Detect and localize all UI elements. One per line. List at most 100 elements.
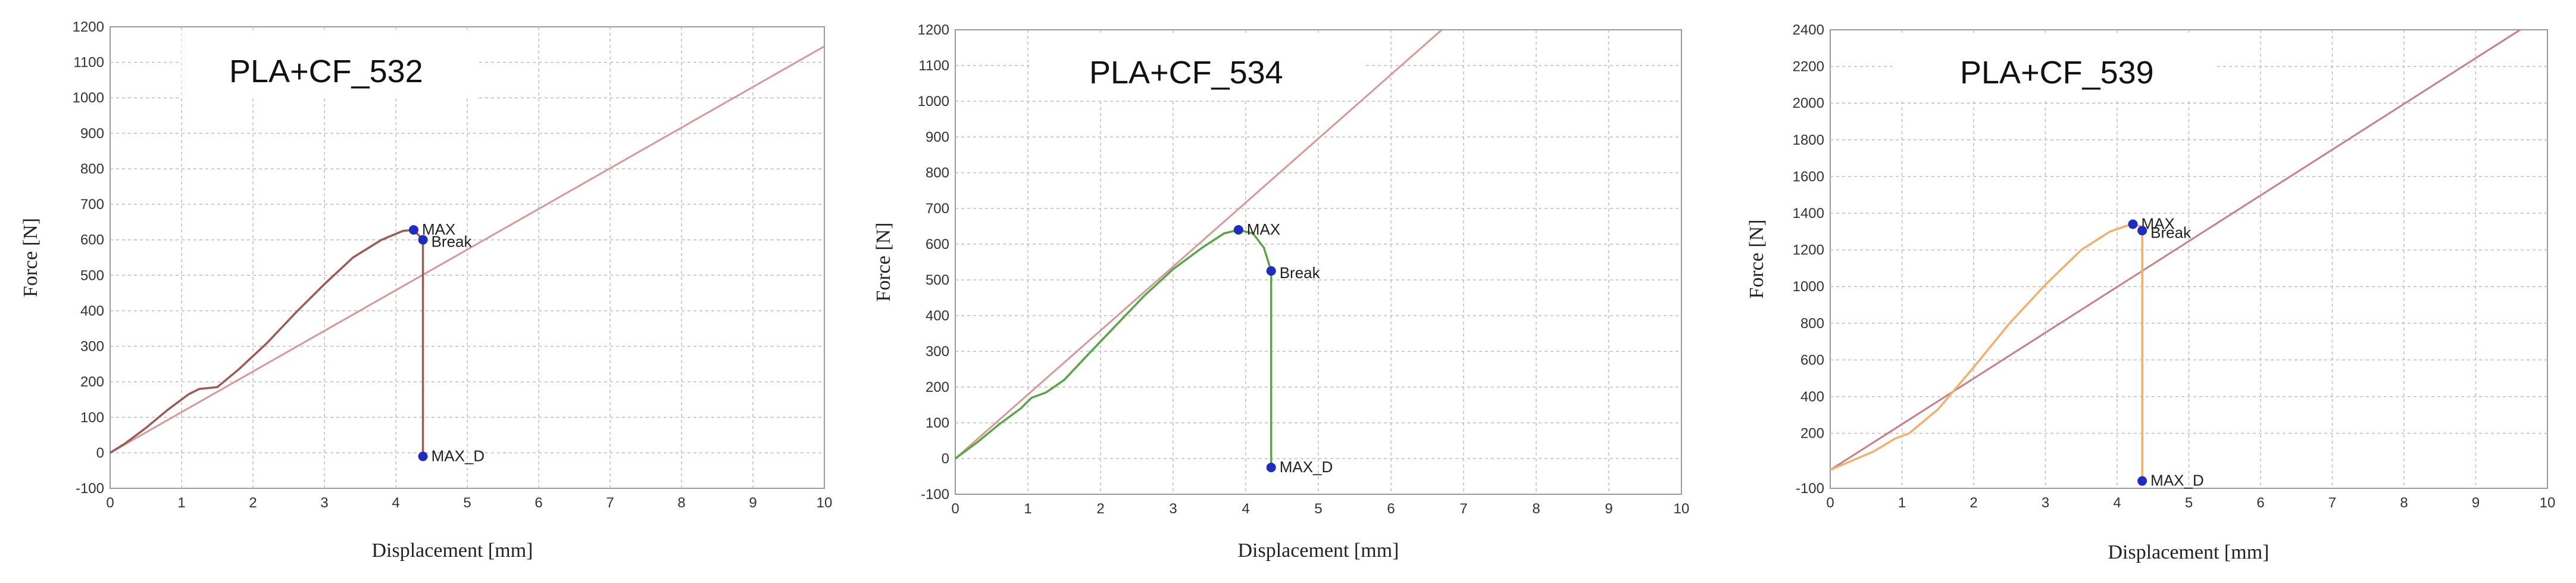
x-tick-label: 3 bbox=[1169, 501, 1177, 517]
y-tick-label: 0 bbox=[942, 451, 949, 467]
x-tick-label: 1 bbox=[177, 495, 185, 511]
y-tick-label: 1100 bbox=[918, 58, 949, 74]
x-tick-label: 10 bbox=[2540, 495, 2556, 511]
force-curve bbox=[954, 229, 1273, 467]
x-tick-label: 9 bbox=[1605, 501, 1612, 517]
marker-label: Break bbox=[2150, 223, 2192, 241]
x-tick-label: 8 bbox=[677, 495, 685, 511]
y-tick-label: 900 bbox=[926, 129, 949, 145]
y-tick-label: 300 bbox=[926, 344, 949, 360]
x-tick-label: 5 bbox=[2185, 495, 2193, 511]
marker-point-max bbox=[2128, 219, 2138, 229]
marker-point-max bbox=[409, 225, 418, 235]
chart-panel-534: 0 1 2 3 4 5 6 7 8 9 10-100010020030040050060070080… bbox=[873, 22, 1690, 562]
y-tick-label: 800 bbox=[80, 161, 104, 177]
y-tick-label: 2000 bbox=[1793, 95, 1824, 111]
x-tick-label: 3 bbox=[2042, 495, 2049, 511]
y-tick-label: 200 bbox=[1800, 426, 1824, 442]
x-axis-label: Displacement [mm] bbox=[2108, 541, 2269, 563]
x-tick-label: 2 bbox=[1969, 495, 1977, 511]
x-tick-label: 2 bbox=[1096, 501, 1104, 517]
x-tick-label: 1 bbox=[1898, 495, 1906, 511]
marker-point-max-d bbox=[2137, 476, 2147, 486]
y-tick-label: 2200 bbox=[1793, 59, 1824, 75]
x-axis-label: Displacement [mm] bbox=[1238, 540, 1399, 562]
y-axis-label: Force [N] bbox=[20, 218, 42, 297]
marker-label: MAX_D bbox=[432, 447, 485, 464]
y-tick-label: -100 bbox=[1796, 481, 1824, 497]
chart-title: PLA+CF_532 bbox=[229, 54, 423, 89]
x-tick-label: 10 bbox=[817, 495, 833, 511]
y-tick-label: 1000 bbox=[73, 90, 104, 106]
x-tick-label: 7 bbox=[2328, 495, 2336, 511]
y-tick-label: 500 bbox=[80, 267, 104, 283]
x-tick-label: 8 bbox=[2400, 495, 2408, 511]
y-tick-label: 1600 bbox=[1793, 169, 1824, 185]
y-tick-label: 600 bbox=[926, 236, 949, 252]
x-tick-label: 5 bbox=[463, 495, 471, 511]
reference-line bbox=[1830, 30, 2522, 471]
x-tick-label: 0 bbox=[106, 495, 114, 511]
y-tick-label: 1200 bbox=[1793, 242, 1824, 258]
y-tick-label: -100 bbox=[921, 487, 949, 503]
reference-line bbox=[955, 30, 1443, 460]
y-tick-label: 100 bbox=[80, 410, 104, 426]
marker-point-break bbox=[2137, 226, 2147, 236]
chart-panel-539: 0 1 2 3 4 5 6 7 8 9 10 -100 200 400 600 800 1000 1200 1400… bbox=[1746, 22, 2556, 563]
marker-point-max bbox=[1233, 225, 1243, 235]
x-tick-label: 2 bbox=[249, 495, 257, 511]
y-tick-label: 200 bbox=[80, 374, 104, 390]
marker-label: Break bbox=[1280, 264, 1321, 282]
x-tick-label: 1 bbox=[1024, 501, 1031, 517]
y-tick-label: 600 bbox=[80, 232, 104, 248]
chart-panel-532: 0 1 2 3 4 5 6 7 8 9 10-100010020030040050060070080… bbox=[20, 19, 833, 562]
x-tick-label: 3 bbox=[320, 495, 328, 511]
x-tick-label: 4 bbox=[2113, 495, 2121, 511]
marker-point-break bbox=[418, 235, 428, 245]
y-tick-label: 400 bbox=[1800, 389, 1824, 405]
title-box bbox=[1896, 33, 2217, 101]
title-box bbox=[182, 33, 476, 98]
marker-label: MAX bbox=[422, 220, 455, 238]
x-tick-label: 8 bbox=[1532, 501, 1540, 517]
plot-area bbox=[110, 26, 825, 489]
x-axis-label: Displacement [mm] bbox=[372, 540, 533, 562]
x-tick-label: 9 bbox=[749, 495, 756, 511]
x-tick-label: 6 bbox=[2256, 495, 2264, 511]
y-tick-label: 600 bbox=[1800, 352, 1824, 368]
y-tick-label: 1200 bbox=[918, 22, 949, 38]
x-tick-label: 0 bbox=[1826, 495, 1834, 511]
y-tick-label: 0 bbox=[96, 445, 104, 461]
marker-point-max-d bbox=[1266, 463, 1276, 472]
y-tick-label: 200 bbox=[926, 379, 949, 395]
marker-label: MAX bbox=[1247, 220, 1280, 238]
y-tick-label: 300 bbox=[80, 339, 104, 355]
y-tick-label: 500 bbox=[926, 272, 949, 288]
chart-title: PLA+CF_534 bbox=[1089, 55, 1283, 91]
reference-line bbox=[110, 45, 824, 454]
y-tick-label: 2400 bbox=[1793, 22, 1824, 38]
y-tick-label: 100 bbox=[926, 415, 949, 431]
chart-title: PLA+CF_539 bbox=[1960, 55, 2154, 91]
x-tick-label: 9 bbox=[2472, 495, 2480, 511]
y-tick-label: 700 bbox=[80, 197, 104, 213]
y-tick-label: -100 bbox=[76, 481, 104, 497]
y-tick-label: 1400 bbox=[1793, 205, 1824, 222]
y-tick-label: 900 bbox=[80, 126, 104, 142]
x-tick-label: 10 bbox=[1674, 501, 1690, 517]
y-tick-label: 800 bbox=[1800, 316, 1824, 332]
marker-point-max-d bbox=[418, 451, 428, 462]
y-tick-label: 400 bbox=[926, 308, 949, 324]
y-tick-label: 400 bbox=[80, 303, 104, 319]
x-tick-label: 7 bbox=[606, 495, 614, 511]
y-tick-label: 800 bbox=[926, 165, 949, 181]
y-tick-label: 1000 bbox=[1793, 279, 1824, 295]
title-box bbox=[1030, 33, 1363, 98]
y-axis-label: Force [N] bbox=[1746, 219, 1768, 298]
y-tick-label: 1100 bbox=[73, 55, 104, 71]
x-tick-label: 7 bbox=[1459, 501, 1467, 517]
y-axis-label: Force [N] bbox=[873, 222, 895, 301]
x-tick-label: 0 bbox=[951, 501, 959, 517]
marker-point-break bbox=[1266, 266, 1276, 276]
marker-label: MAX_D bbox=[1280, 458, 1333, 476]
